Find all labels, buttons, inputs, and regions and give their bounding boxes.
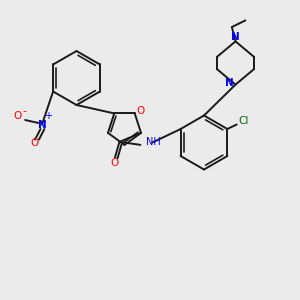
Text: Cl: Cl bbox=[238, 116, 248, 127]
Text: O: O bbox=[136, 106, 144, 116]
Text: NH: NH bbox=[146, 137, 161, 148]
Text: +: + bbox=[44, 111, 52, 121]
Text: O: O bbox=[14, 110, 22, 121]
Text: N: N bbox=[224, 78, 233, 88]
Text: O: O bbox=[30, 138, 39, 148]
Text: -: - bbox=[22, 106, 27, 116]
Text: O: O bbox=[110, 158, 118, 169]
Text: N: N bbox=[231, 32, 240, 43]
Text: N: N bbox=[38, 119, 46, 130]
